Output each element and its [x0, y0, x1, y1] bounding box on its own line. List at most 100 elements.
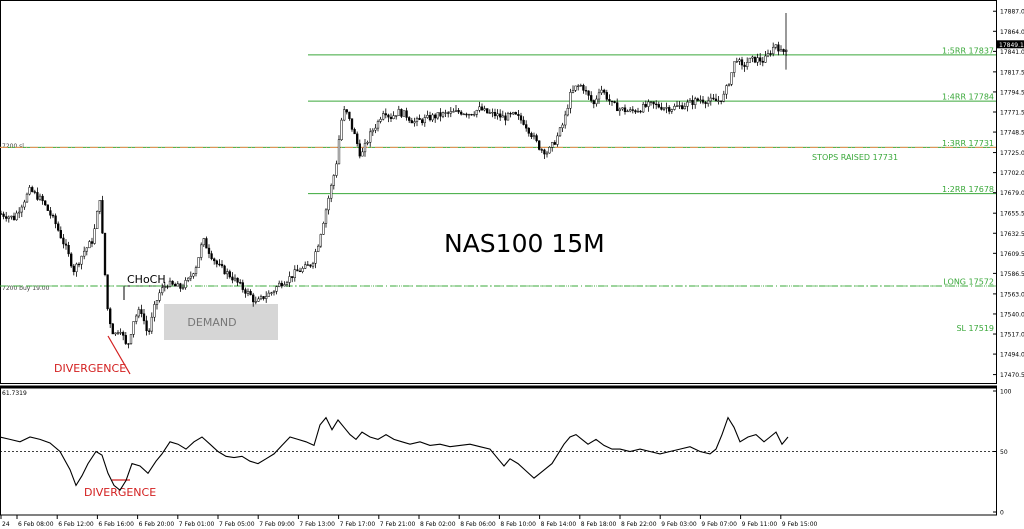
chart-title: NAS100 15M	[444, 229, 605, 258]
candle-body	[540, 149, 543, 151]
stops-raised-label: STOPS RAISED 17731	[812, 153, 898, 162]
candle-body	[23, 201, 26, 208]
candle-body	[103, 232, 107, 275]
price-tick-label: 17679.0	[1000, 190, 1024, 197]
time-tick-label: 24	[2, 521, 10, 528]
time-tick-label: 8 Feb 02:00	[420, 521, 456, 528]
candle-body	[473, 114, 476, 116]
divergence-indicator-label: DIVERGENCE	[84, 486, 156, 499]
time-tick-label: 7 Feb 13:00	[299, 521, 335, 528]
candle-body	[751, 56, 754, 59]
candle-body	[41, 195, 44, 202]
candle-body	[759, 57, 762, 62]
candle-body	[12, 215, 16, 221]
candle-body	[148, 330, 151, 332]
candle-body	[194, 267, 198, 274]
candle-body	[98, 200, 101, 212]
candle-body	[428, 114, 432, 121]
candle-body	[366, 141, 369, 144]
divergence-price-label: DIVERGENCE	[54, 362, 126, 375]
candle-body	[618, 108, 621, 112]
candle-body	[639, 110, 642, 113]
candle-body	[532, 135, 536, 138]
level-label: 1:4RR 17784	[942, 93, 994, 102]
candle-body	[525, 124, 528, 129]
candle-body	[426, 114, 429, 118]
candle-body	[218, 263, 221, 266]
candle-body	[730, 72, 733, 85]
candle-body	[400, 109, 403, 117]
time-tick-label: 7 Feb 21:00	[380, 521, 416, 528]
price-tick-label: 17725.0	[1000, 150, 1024, 157]
price-tick-label: 17517.0	[1000, 332, 1024, 339]
time-tick-label: 6 Feb 20:00	[139, 521, 175, 528]
candle-body	[449, 111, 452, 114]
candle-body	[176, 283, 179, 287]
candle-body	[155, 300, 159, 305]
candle-body	[512, 112, 515, 115]
price-tick-label: 17702.0	[1000, 170, 1024, 177]
candle-body	[280, 282, 283, 287]
candle-body	[603, 89, 606, 93]
candle-body	[686, 101, 689, 107]
candle-body	[600, 89, 603, 94]
candle-body	[486, 108, 489, 114]
candle-body	[88, 241, 91, 249]
candle-body	[441, 112, 445, 117]
candle-body	[200, 244, 203, 258]
candle-body	[51, 214, 55, 217]
candle-body	[395, 115, 398, 117]
candle-body	[761, 60, 764, 63]
order-buy-label: 7200 buy 19.00	[2, 285, 50, 292]
candle-body	[733, 61, 736, 73]
candle-body	[701, 99, 705, 103]
candle-body	[465, 113, 468, 116]
candle-body	[283, 284, 286, 287]
candle-body	[379, 118, 382, 122]
candle-body	[743, 64, 746, 67]
candle-body	[413, 121, 416, 124]
candle-body	[343, 109, 346, 121]
candle-body	[361, 151, 364, 157]
candle-body	[382, 113, 385, 120]
price-tick-label: 17494.0	[1000, 352, 1024, 359]
candle-body	[681, 105, 684, 110]
candle-body	[457, 110, 460, 113]
candle-body	[621, 107, 624, 110]
choch-label: CHoCH	[127, 273, 166, 286]
candle-body	[418, 117, 421, 120]
level-label: SL 17519	[956, 324, 994, 333]
time-tick-label: 9 Feb 11:00	[742, 521, 778, 528]
candle-body	[415, 117, 419, 122]
price-tick-label: 17470.5	[1000, 372, 1024, 379]
candle-body	[709, 97, 712, 102]
candle-body	[67, 245, 70, 255]
candle-body	[298, 270, 302, 273]
price-tick-label: 17748.5	[1000, 130, 1024, 137]
candle-body	[756, 57, 759, 63]
candle-body	[675, 105, 679, 107]
current-price-label: 17849.1	[999, 42, 1024, 49]
candle-body	[210, 253, 213, 260]
candle-body	[278, 282, 281, 287]
candle-body	[145, 320, 148, 332]
candle-body	[101, 200, 104, 234]
candle-body	[725, 85, 728, 95]
candle-body	[748, 57, 751, 63]
candle-body	[213, 258, 216, 262]
candle-body	[623, 107, 627, 112]
candle-body	[597, 92, 601, 100]
candle-body	[59, 230, 62, 239]
candle-body	[38, 195, 42, 200]
candle-body	[579, 85, 582, 87]
candle-body	[514, 112, 517, 115]
candle-body	[75, 263, 78, 273]
candle-body	[647, 101, 650, 107]
candle-body	[369, 131, 372, 143]
candle-body	[330, 185, 333, 199]
time-tick-label: 8 Feb 22:00	[621, 521, 657, 528]
candle-body	[262, 296, 265, 299]
candle-body	[46, 204, 49, 211]
candle-body	[90, 241, 94, 244]
candle-body	[311, 262, 315, 267]
